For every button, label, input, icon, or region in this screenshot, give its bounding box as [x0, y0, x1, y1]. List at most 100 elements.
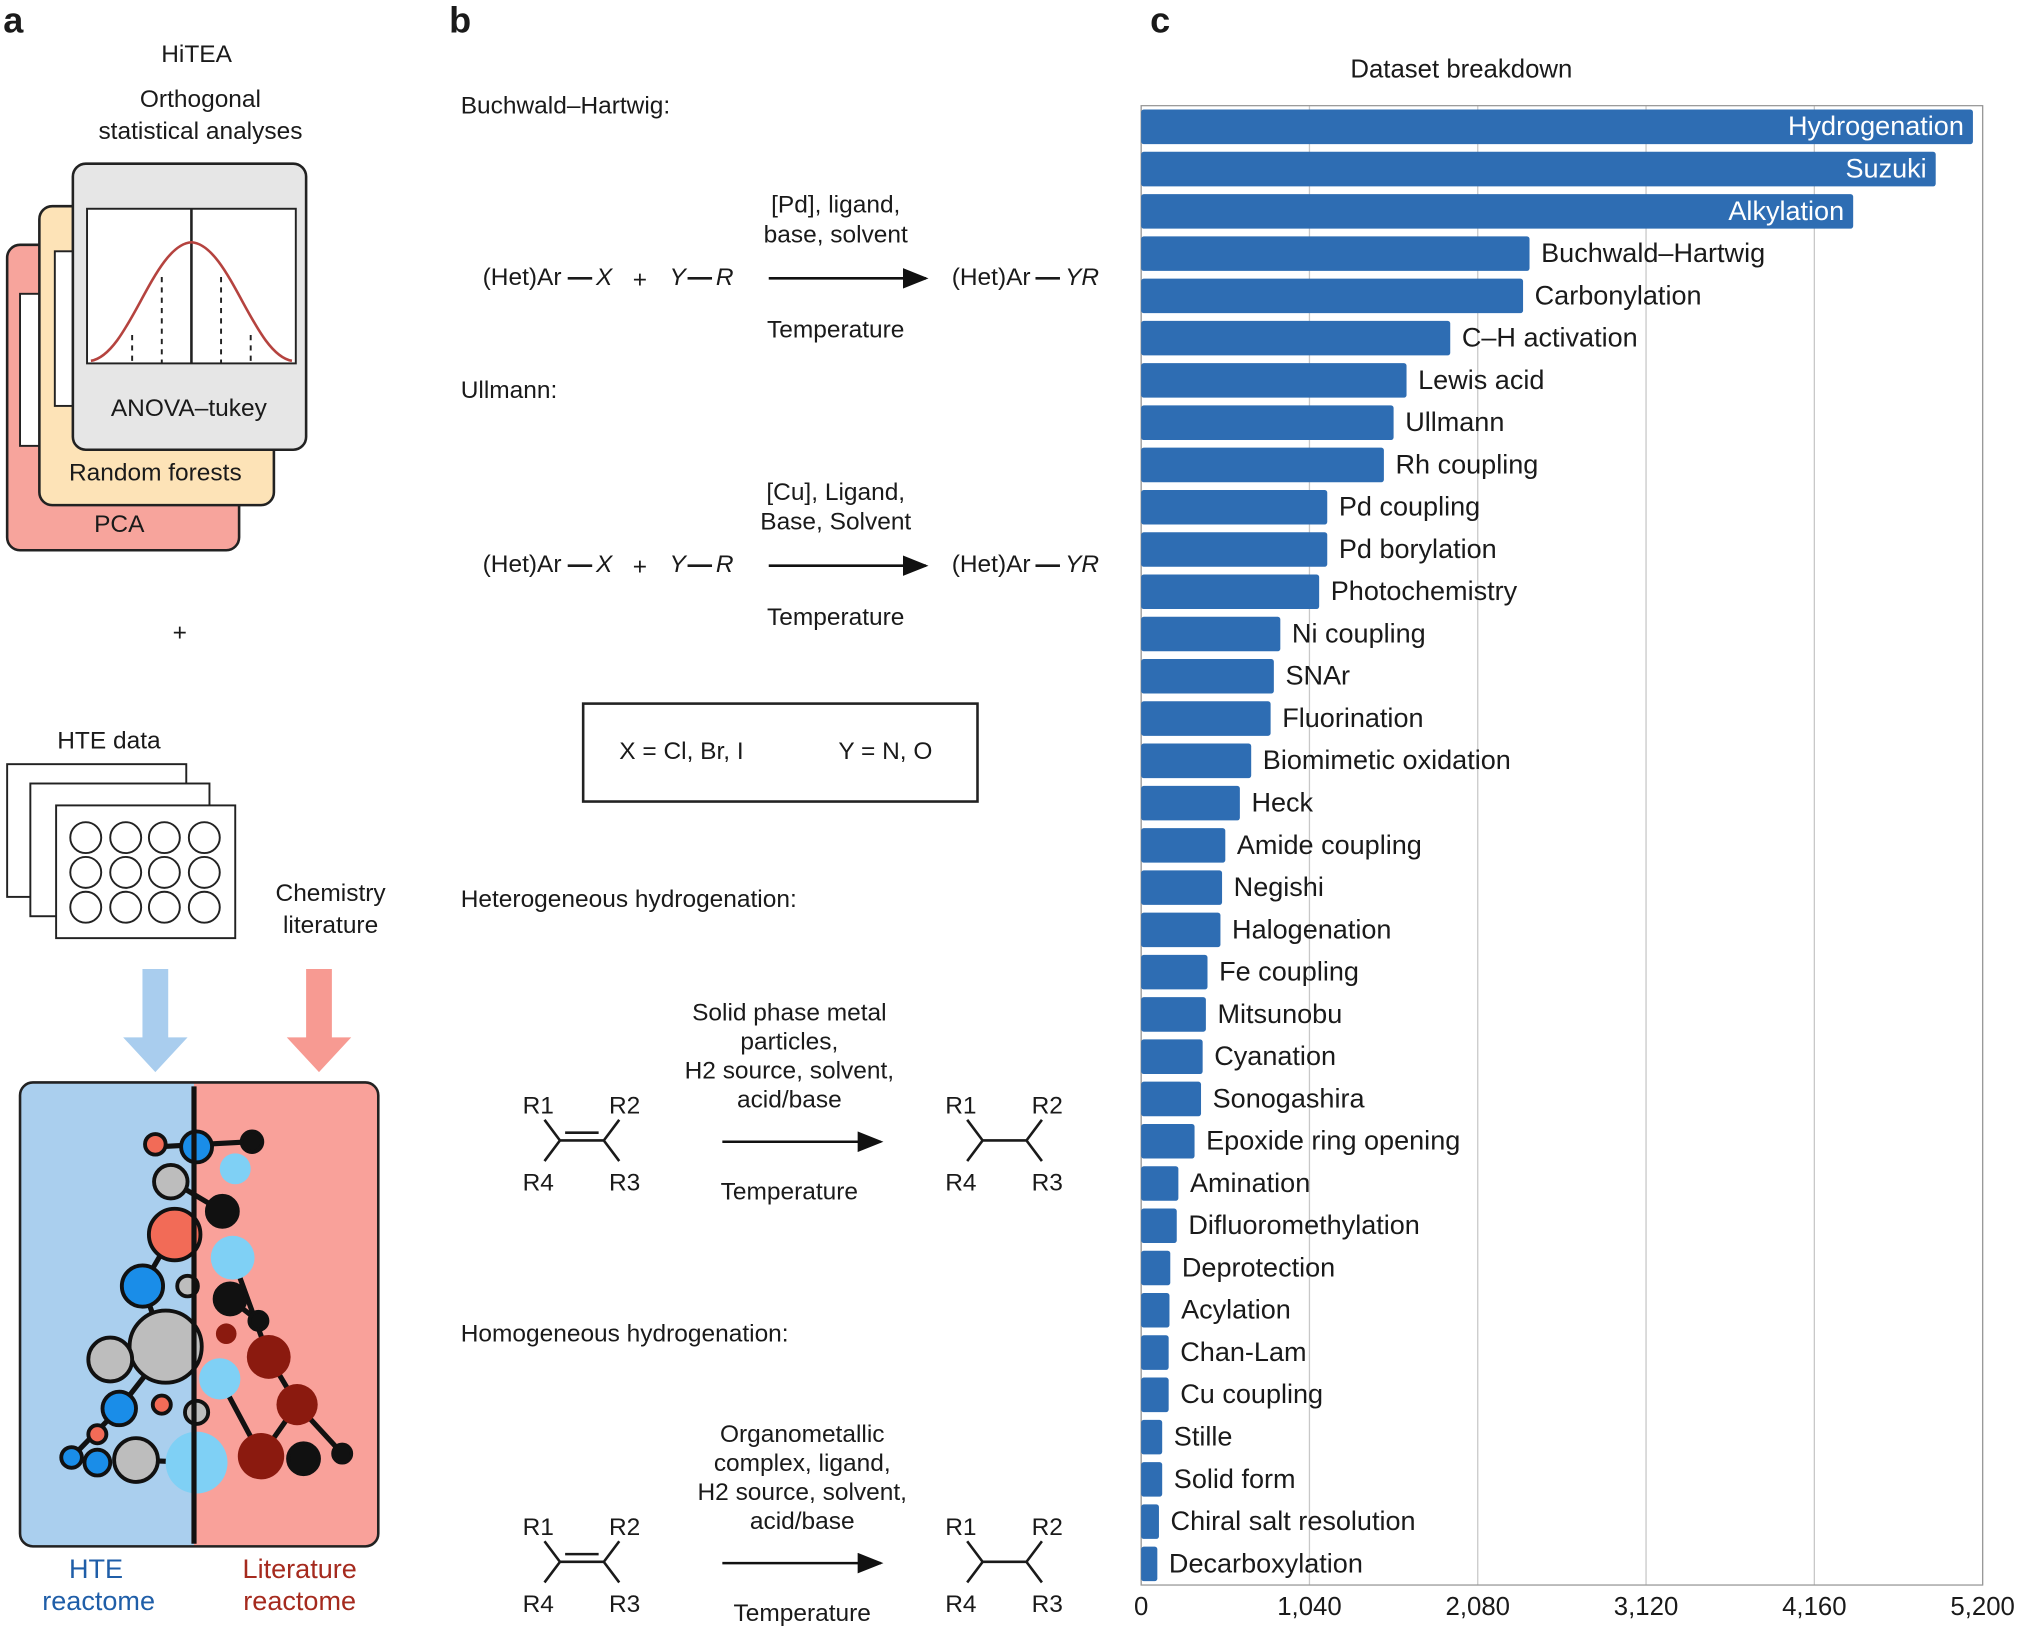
substituent: R4: [523, 1591, 554, 1618]
bar: [1141, 363, 1407, 398]
substituent: R3: [1032, 1591, 1063, 1618]
hte-reactome: reactome: [42, 1586, 155, 1616]
bar: [1141, 828, 1226, 863]
bar-label: Chiral salt resolution: [1171, 1506, 1416, 1536]
bar: [1141, 1377, 1169, 1413]
well: [147, 855, 181, 889]
bar-label: Buchwald–Hartwig: [1541, 238, 1765, 268]
condition: [Pd], ligand,: [771, 192, 900, 219]
reaction-name: Buchwald–Hartwig:: [461, 92, 670, 119]
literature-reactome: reactome: [243, 1586, 356, 1616]
bar-label: Lewis acid: [1418, 365, 1544, 395]
bar-label: Photochemistry: [1331, 576, 1518, 606]
bar-label: Pd borylation: [1339, 534, 1497, 564]
hitea-title: HiTEA: [161, 41, 232, 68]
bar: [1141, 532, 1328, 567]
substituent: R1: [945, 1092, 976, 1119]
condition: [Cu], Ligand,: [766, 479, 905, 506]
plus: +: [633, 554, 647, 581]
well: [69, 821, 103, 855]
bar-label: Carbonylation: [1535, 280, 1702, 310]
substituent: R4: [945, 1591, 976, 1618]
condition: particles,: [740, 1029, 838, 1056]
bar: [1141, 997, 1206, 1032]
bar-label: Amide coupling: [1237, 830, 1422, 860]
temperature: Temperature: [767, 604, 904, 631]
product: (Het)Ar: [952, 551, 1031, 578]
bar: [1141, 109, 1973, 145]
bar-label: Rh coupling: [1395, 449, 1538, 479]
condition: Organometallic: [720, 1421, 885, 1448]
reactant: (Het)Ar: [483, 264, 562, 291]
bar-label: Heck: [1251, 788, 1313, 818]
bar: [1141, 1081, 1202, 1117]
well: [109, 855, 143, 889]
temperature: Temperature: [721, 1179, 858, 1206]
bar: [1141, 1123, 1195, 1159]
wells: [69, 821, 221, 924]
hte-reactome: HTE: [69, 1554, 123, 1584]
bar-label: Chan-Lam: [1180, 1337, 1306, 1367]
substituent: R4: [523, 1170, 554, 1197]
bar-label: SNAr: [1285, 661, 1350, 691]
bar: [1141, 870, 1223, 905]
card-edge: [19, 292, 42, 447]
reactant: Y: [670, 264, 688, 291]
reactant: X: [595, 264, 614, 291]
bar-label: Negishi: [1234, 872, 1324, 902]
bar-label: Epoxide ring opening: [1206, 1126, 1460, 1156]
bar-label: Biomimetic oxidation: [1263, 745, 1511, 775]
hte-half: [20, 1082, 194, 1547]
bar: [1141, 701, 1271, 736]
bar-label: Cyanation: [1214, 1041, 1336, 1071]
literature-label: literature: [283, 912, 378, 939]
well: [187, 821, 221, 855]
card-label: ANOVA–tukey: [111, 395, 268, 422]
bar: [1141, 1039, 1203, 1074]
panel-label: c: [1150, 0, 1170, 41]
well: [187, 890, 221, 924]
reactant: Y: [670, 551, 688, 578]
reactant: R: [716, 551, 734, 578]
condition: Solid phase metal: [692, 1000, 887, 1027]
bar-label: Difluoromethylation: [1188, 1210, 1420, 1240]
bar-label: C–H activation: [1462, 323, 1638, 353]
well: [69, 855, 103, 889]
bar: [1141, 447, 1384, 483]
bond: [543, 1119, 621, 1162]
blue-arrow: [123, 969, 188, 1073]
substituent: R3: [609, 1591, 640, 1618]
bar: [1141, 574, 1320, 610]
bar-label: Ni coupling: [1292, 618, 1426, 648]
condition: acid/base: [737, 1087, 842, 1114]
bar-label: Halogenation: [1232, 914, 1391, 944]
condition: complex, ligand,: [714, 1450, 891, 1477]
bar: [1141, 1335, 1169, 1370]
bar: [1141, 1419, 1163, 1455]
bar: [1141, 278, 1524, 314]
quantile-lines: [131, 277, 252, 364]
product: YR: [1065, 264, 1099, 291]
plus: +: [633, 266, 647, 293]
bar: [1141, 151, 1936, 187]
card-label: PCA: [94, 511, 145, 538]
substituent: R1: [945, 1514, 976, 1541]
substituent: R2: [1032, 1514, 1063, 1541]
bond: [966, 1119, 1043, 1162]
plot-frame: [1140, 105, 1984, 1586]
definition-box: [581, 702, 979, 803]
plus: +: [173, 619, 187, 646]
substituent: R3: [1032, 1170, 1063, 1197]
bar-label: Cu coupling: [1180, 1379, 1323, 1409]
condition: H2 source, solvent,: [685, 1058, 894, 1085]
x-tick-label: 3,120: [1614, 1593, 1678, 1621]
reaction-name: Homogeneous hydrogenation:: [461, 1321, 789, 1348]
condition: acid/base: [750, 1508, 855, 1535]
bond: [966, 1540, 1043, 1584]
bar-label: Sonogashira: [1213, 1083, 1366, 1113]
bar: [1141, 320, 1451, 356]
bar-label: Amination: [1190, 1168, 1310, 1198]
x-tick-label: 4,160: [1782, 1593, 1846, 1621]
reactant: (Het)Ar: [483, 551, 562, 578]
